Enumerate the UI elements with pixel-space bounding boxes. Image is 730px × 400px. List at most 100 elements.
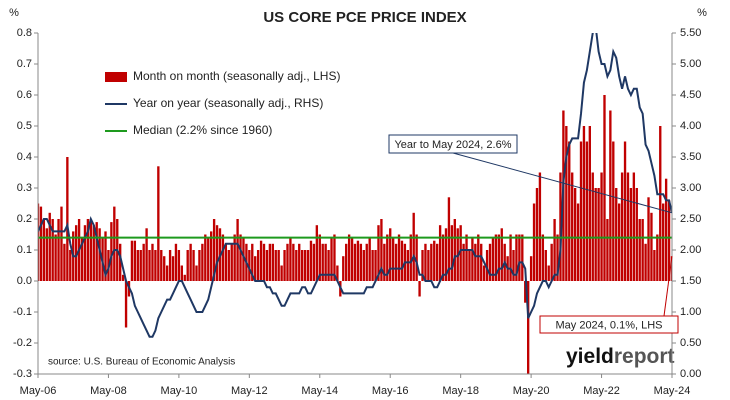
bar <box>333 234 336 281</box>
bar <box>480 243 483 281</box>
bar <box>647 197 650 281</box>
bar <box>224 243 228 281</box>
bar <box>606 219 609 281</box>
bar <box>298 243 301 281</box>
bar <box>192 250 195 281</box>
bar <box>447 197 451 281</box>
bar <box>124 281 128 328</box>
bar <box>163 256 166 281</box>
bar <box>45 228 48 281</box>
bar <box>394 243 398 281</box>
annotation: May 2024, 0.1%, LHS <box>555 319 662 331</box>
bar <box>556 234 559 281</box>
y2-tick-label: 2.00 <box>680 244 701 256</box>
bar <box>271 243 274 281</box>
y-tick-label: 0.1 <box>17 244 32 256</box>
bar <box>594 188 597 281</box>
bar <box>48 212 51 281</box>
bar <box>248 250 251 281</box>
bar <box>635 188 638 281</box>
bar <box>444 228 448 281</box>
bar <box>629 188 633 281</box>
x-tick-label: May-16 <box>372 385 409 397</box>
bar <box>638 219 641 281</box>
bar <box>389 228 392 281</box>
bar <box>66 157 69 281</box>
bar <box>186 250 189 281</box>
bar <box>380 219 383 281</box>
bar <box>189 243 192 281</box>
bar <box>121 274 125 281</box>
bar <box>653 250 656 281</box>
bar <box>300 250 304 281</box>
bar <box>664 178 668 281</box>
bar <box>582 126 586 281</box>
y-tick-label: 0.0 <box>17 275 32 287</box>
bar <box>256 250 260 281</box>
bar <box>650 212 653 281</box>
bar <box>286 243 289 281</box>
bar <box>515 234 518 281</box>
bar <box>292 243 295 281</box>
bar <box>471 237 474 281</box>
bar <box>86 219 90 281</box>
bar <box>436 243 439 281</box>
bar <box>585 141 589 281</box>
bar <box>39 206 43 281</box>
bar <box>532 203 536 281</box>
bar <box>615 188 618 281</box>
bar <box>110 222 113 281</box>
bar <box>165 265 169 281</box>
bar <box>151 243 154 281</box>
bar <box>69 250 72 281</box>
x-tick-label: May-08 <box>90 385 127 397</box>
bar <box>168 250 172 281</box>
y2-tick-label: 1.00 <box>680 306 701 318</box>
y2-axis-label: % <box>697 7 707 19</box>
bar <box>362 250 365 281</box>
bar <box>315 225 319 281</box>
bar <box>353 243 357 281</box>
line <box>38 33 672 338</box>
bar <box>591 172 594 281</box>
bar <box>430 243 433 281</box>
bar <box>321 243 324 281</box>
legend-label: Year on year (seasonally adj., RHS) <box>133 96 323 110</box>
bar <box>104 231 107 281</box>
bar <box>130 240 134 281</box>
bar <box>600 172 603 281</box>
annotation: Year to May 2024, 2.6% <box>394 139 511 151</box>
bar <box>201 243 204 281</box>
annotation-arrow <box>663 256 673 317</box>
bar <box>641 219 644 281</box>
bar <box>485 250 489 281</box>
bar <box>521 234 524 281</box>
bar <box>662 203 665 281</box>
bar <box>659 126 662 281</box>
y2-tick-label: 3.50 <box>680 151 701 163</box>
bar <box>424 243 427 281</box>
bar <box>500 228 503 281</box>
bar <box>324 243 327 281</box>
bar <box>482 265 486 281</box>
bar <box>571 172 574 281</box>
y2-tick-label: 0.50 <box>680 337 701 349</box>
bar <box>142 243 145 281</box>
bar <box>524 281 527 303</box>
bar <box>280 265 283 281</box>
bar <box>347 234 351 281</box>
bar <box>330 237 333 281</box>
bar <box>233 234 236 281</box>
bar <box>312 243 316 281</box>
bar <box>374 250 377 281</box>
y-tick-label: 0.2 <box>17 213 32 225</box>
y-tick-label: 0.8 <box>17 27 32 39</box>
bar <box>535 188 539 281</box>
bar <box>177 250 181 281</box>
bar <box>656 234 659 281</box>
plot <box>38 33 672 374</box>
logo-part: report <box>614 345 675 368</box>
bar <box>204 234 207 281</box>
bar <box>518 234 521 281</box>
bar <box>573 188 577 281</box>
